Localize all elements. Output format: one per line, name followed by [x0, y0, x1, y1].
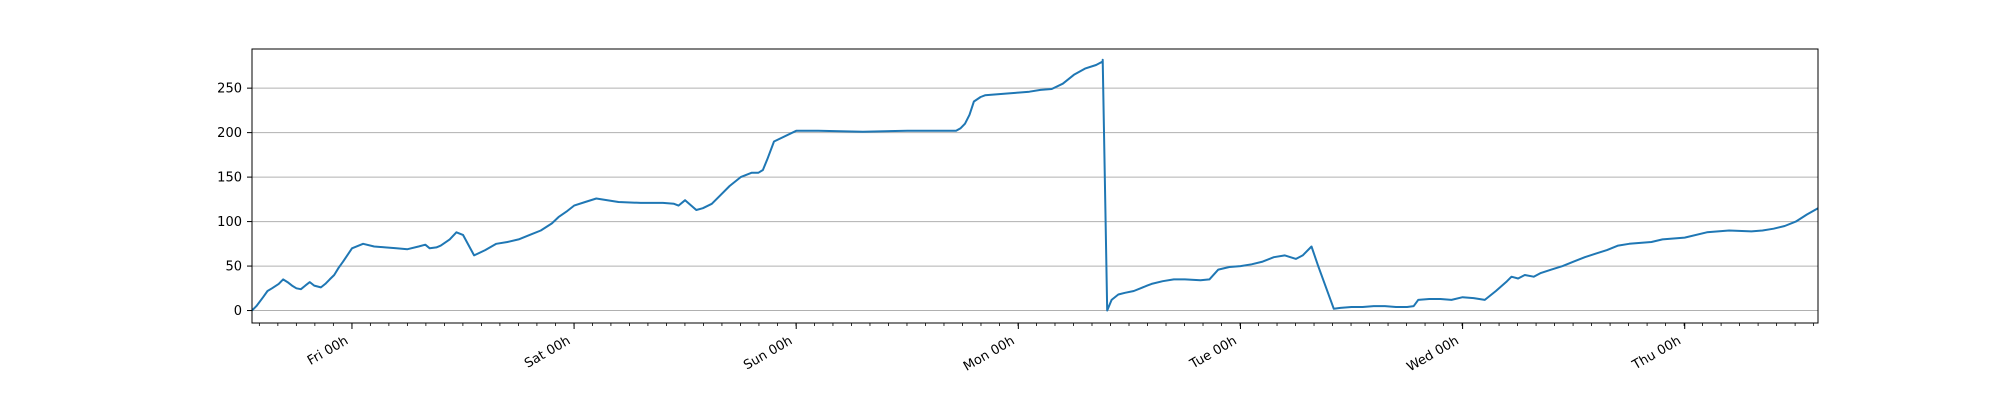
x-tick-label: Sat 00h	[522, 333, 573, 371]
axes-frame	[251, 48, 1819, 324]
y-axis: 0 50 100 150 200 250	[217, 82, 252, 319]
x-tick-label: Thu 00h	[1629, 333, 1684, 373]
y-tick-label: 150	[217, 171, 242, 186]
y-tick-label: 100	[217, 215, 242, 230]
y-tick-label: 50	[225, 260, 242, 275]
x-tick-label: Wed 00h	[1405, 333, 1462, 375]
x-axis: Fri 00h Sat 00h Sun 00h Mon 00h Tue 00h Wed 0…	[258, 323, 1815, 375]
grid-lines	[252, 87, 1818, 312]
series-layer	[251, 58, 1819, 312]
series-line-value	[251, 58, 1819, 312]
y-tick-label: 0	[234, 304, 242, 319]
x-tick-label: Fri 00h	[305, 333, 351, 368]
y-tick-label: 200	[217, 126, 242, 141]
x-tick-label: Sun 00h	[741, 333, 795, 373]
x-tick-label: Tue 00h	[1187, 333, 1240, 372]
y-tick-label: 250	[217, 82, 242, 97]
x-tick-label: Mon 00h	[961, 333, 1017, 374]
